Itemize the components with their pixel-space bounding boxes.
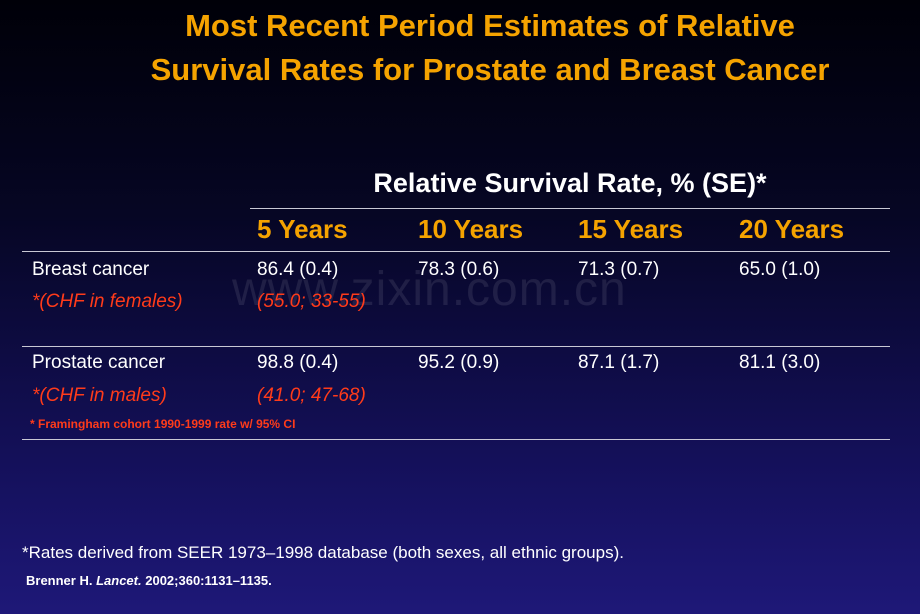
col-header-5-years: 5 Years — [257, 214, 348, 244]
citation-journal: Lancet. — [96, 573, 142, 588]
watermark: www.zixin.com.cn — [232, 263, 627, 316]
row-label-breast: Breast cancer — [32, 259, 150, 280]
table-cell: 78.3 (0.6) — [418, 259, 500, 280]
table-cell: 87.1 (1.7) — [578, 352, 660, 373]
chf-label-males: *(CHF in males) — [32, 385, 167, 406]
chf-value-males: (41.0; 47-68) — [257, 385, 366, 406]
table-cell: 81.1 (3.0) — [739, 352, 821, 373]
row-divider-top — [22, 251, 890, 252]
seer-footnote: *Rates derived from SEER 1973–1998 datab… — [22, 543, 624, 562]
col-header-10-years: 10 Years — [418, 214, 524, 244]
table-cell: 98.8 (0.4) — [257, 352, 339, 373]
chf-value-females: (55.0; 33-55) — [257, 291, 366, 312]
slide-title: Most Recent Period Estimates of Relative… — [60, 4, 920, 92]
table-cell: 65.0 (1.0) — [739, 259, 821, 280]
header-divider — [250, 208, 890, 209]
chf-label-females: *(CHF in females) — [32, 291, 183, 312]
citation-details: 2002;360:1131–1135. — [145, 573, 272, 588]
row-label-prostate: Prostate cancer — [32, 352, 166, 373]
table-cell: 71.3 (0.7) — [578, 259, 660, 280]
citation-author: Brenner H. — [26, 573, 93, 588]
table-cell: 86.4 (0.4) — [257, 259, 339, 280]
chf-footnote: * Framingham cohort 1990-1999 rate w/ 95… — [30, 417, 296, 431]
col-header-15-years: 15 Years — [578, 214, 684, 244]
table-header: Relative Survival Rate, % (SE)* — [373, 168, 767, 198]
row-divider-bottom — [22, 439, 890, 440]
col-header-20-years: 20 Years — [739, 214, 845, 244]
row-divider-middle — [22, 346, 890, 347]
title-line-2: Survival Rates for Prostate and Breast C… — [150, 52, 830, 87]
citation: Brenner H. Lancet. 2002;360:1131–1135. — [26, 573, 272, 588]
table-cell: 95.2 (0.9) — [418, 352, 500, 373]
title-line-1: Most Recent Period Estimates of Relative — [185, 8, 795, 43]
